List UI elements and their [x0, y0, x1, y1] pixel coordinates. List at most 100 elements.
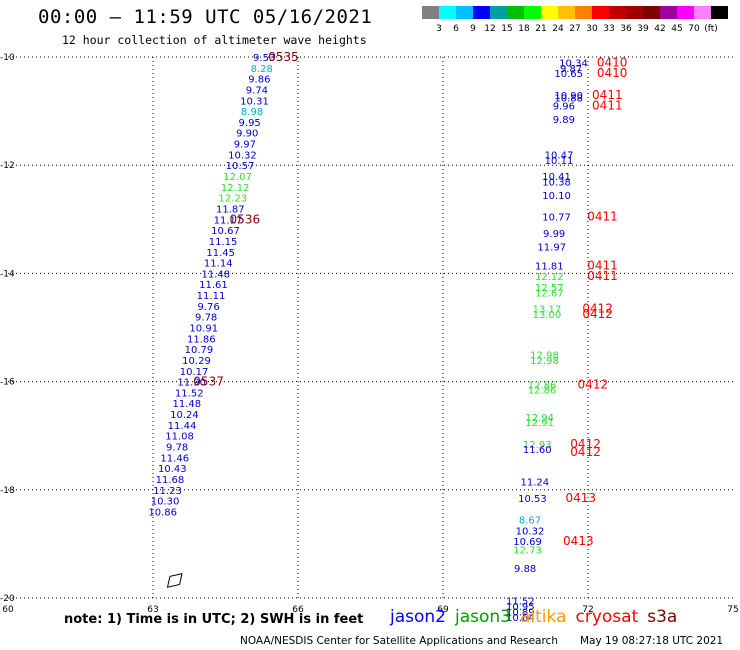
wave-height-label: 10.57 — [226, 161, 255, 172]
wave-height-label: 11.52 — [506, 597, 535, 608]
wave-height-label: 11.68 — [156, 475, 185, 486]
wave-height-label: 12.12 — [221, 183, 250, 194]
wave-height-label: 10.43 — [158, 464, 187, 475]
wave-height-label: 10.29 — [182, 356, 211, 367]
wave-height-label: 10.32 — [228, 150, 257, 161]
wave-height-label: 11.24 — [521, 478, 550, 489]
wave-height-label: 10.79 — [185, 345, 214, 356]
color-swatch — [626, 6, 643, 19]
wave-height-label: 9.87 — [560, 64, 582, 75]
wave-height-label: 12.86 — [528, 386, 557, 397]
wave-height-label: 11.17 — [214, 215, 243, 226]
color-scale-label: 24 — [552, 24, 564, 34]
land-outline — [166, 572, 183, 588]
legend-entry-cryosat: cryosat — [575, 607, 639, 627]
wave-height-label: 10.65 — [554, 69, 583, 80]
wave-height-label: 11.86 — [187, 334, 216, 345]
wave-height-label: 9.90 — [236, 129, 258, 140]
color-scale-label: 33 — [603, 24, 614, 34]
wave-height-label: 13.00 — [533, 310, 562, 321]
wave-height-label: 11.87 — [216, 204, 245, 215]
color-scale-label: 9 — [470, 24, 476, 34]
x-tick-label: 63 — [147, 605, 158, 615]
wave-height-label: 11.60 — [523, 445, 552, 456]
pass-time-label: 0413 — [563, 534, 594, 548]
note-text: note: 1) Time is in UTC; 2) SWH is in fe… — [64, 612, 364, 627]
pass-time-label: 0410 — [597, 66, 628, 80]
color-swatch — [592, 6, 609, 19]
wave-height-label: 11.15 — [209, 237, 238, 248]
y-tick-label: -20 — [0, 594, 15, 604]
y-tick-label: -18 — [0, 486, 15, 496]
wave-height-label: 10.32 — [516, 526, 545, 537]
page-title: 00:00 – 11:59 UTC 05/16/2021 — [38, 6, 373, 28]
x-tick-label: 60 — [2, 605, 14, 615]
wave-height-label: 12.23 — [218, 194, 247, 205]
wave-height-label: 10.41 — [542, 172, 571, 183]
wave-height-label: 8.98 — [241, 107, 263, 118]
wave-height-label: 9.99 — [543, 229, 565, 240]
wave-height-label: 11.81 — [535, 261, 564, 272]
wave-height-label: 11.08 — [165, 432, 194, 443]
wave-height-label: 12.98 — [530, 356, 559, 367]
pass-time-label: 0411 — [587, 269, 618, 283]
pass-time-label: 0412 — [570, 445, 601, 459]
pass-time-label: 0411 — [587, 210, 618, 224]
wave-height-label: 9.76 — [197, 302, 219, 313]
color-swatch — [541, 6, 558, 19]
wave-height-label: 11.90 — [177, 378, 206, 389]
wave-height-label: 12.93 — [523, 440, 552, 451]
wave-height-label: 12.91 — [525, 418, 554, 429]
wave-height-label: 10.47 — [545, 150, 574, 161]
wave-height-label: 9.89 — [553, 115, 575, 126]
color-swatch — [490, 6, 507, 19]
color-scale-label: 70 — [688, 24, 700, 34]
wave-height-label: 12.12 — [535, 272, 564, 283]
wave-height-label: 10.38 — [542, 177, 571, 188]
color-scale-label: 39 — [637, 24, 649, 34]
legend-entry-jason3: jason3 — [455, 607, 511, 627]
pass-time-label: 0535 — [268, 50, 299, 64]
wave-height-label: 9.78 — [195, 313, 217, 324]
page-subtitle: 12 hour collection of altimeter wave hei… — [62, 33, 367, 47]
wave-height-label: 9.78 — [166, 443, 188, 454]
wave-height-label: 13.17 — [533, 305, 562, 316]
color-swatch — [422, 6, 439, 19]
color-scale-bar: 3 6 9 12 15 18 21 24 27 30 33 36 39 42 45 70 (ft) — [422, 6, 728, 34]
pass-time-label: 0536 — [230, 212, 261, 226]
color-swatch — [456, 6, 473, 19]
pass-time-label: 0411 — [592, 99, 623, 113]
x-tick-label: 72 — [582, 605, 593, 615]
x-tick-label: 75 — [727, 605, 738, 615]
y-tick-label: -10 — [0, 53, 15, 63]
wave-height-label: 12.67 — [535, 288, 564, 299]
pass-time-label: 0537 — [193, 375, 224, 389]
wave-height-label: 12.94 — [525, 413, 554, 424]
pass-time-label: 0412 — [582, 307, 613, 321]
wave-height-label: 10.30 — [151, 497, 180, 508]
color-swatch — [507, 6, 524, 19]
color-swatch — [575, 6, 592, 19]
legend-entry-jason2: jason2 — [390, 607, 446, 627]
wave-height-label: 9.96 — [553, 102, 575, 113]
color-swatch — [524, 6, 541, 19]
legend-entry-altika: altika — [520, 607, 567, 627]
satellite-legend: jason2 jason3 altika cryosat s3a — [390, 607, 686, 627]
wave-height-label: 10.31 — [240, 96, 269, 107]
wave-height-label: 10.88 — [554, 94, 583, 105]
wave-height-label: 10.64 — [506, 613, 535, 624]
wave-height-label: 10.86 — [148, 507, 177, 518]
pass-time-label: 0413 — [565, 491, 596, 505]
color-scale-label: 6 — [453, 24, 459, 34]
color-scale-label: 27 — [569, 24, 580, 34]
color-scale-label: 42 — [654, 24, 665, 34]
wave-height-label: 11.61 — [199, 280, 228, 291]
wave-height-label: 10.34 — [559, 58, 588, 69]
color-swatch — [711, 6, 728, 19]
generated-timestamp: May 19 08:27:18 UTC 2021 — [580, 635, 724, 647]
color-swatch — [643, 6, 660, 19]
wave-height-label: 12.98 — [530, 351, 559, 362]
wave-height-label: 12.07 — [223, 172, 252, 183]
color-scale-label: 45 — [671, 24, 682, 34]
color-scale-label: 18 — [518, 24, 530, 34]
